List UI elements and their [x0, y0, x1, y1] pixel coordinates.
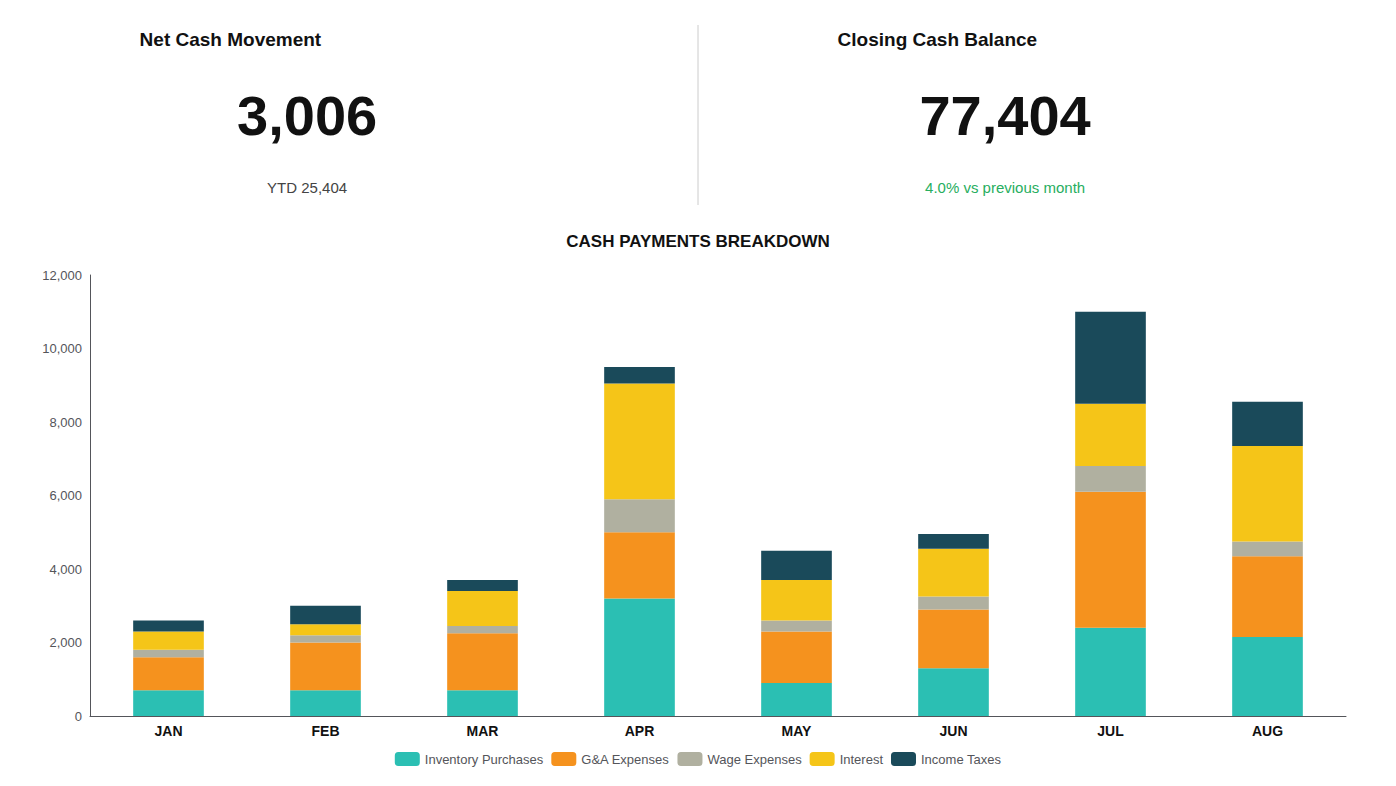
svg-text:YTD 25,404: YTD 25,404: [267, 179, 347, 196]
svg-text:G&A Expenses: G&A Expenses: [581, 752, 669, 767]
svg-text:Interest: Interest: [840, 752, 884, 767]
svg-text:4.0% vs previous month: 4.0% vs previous month: [925, 179, 1085, 196]
svg-text:Net Cash Movement: Net Cash Movement: [140, 29, 322, 50]
svg-text:3,006: 3,006: [237, 84, 377, 147]
svg-text:APR: APR: [625, 723, 655, 739]
svg-text:MAY: MAY: [782, 723, 812, 739]
svg-text:Closing Cash Balance: Closing Cash Balance: [838, 29, 1038, 50]
svg-text:JUN: JUN: [939, 723, 967, 739]
svg-text:JUL: JUL: [1097, 723, 1124, 739]
svg-text:CASH PAYMENTS BREAKDOWN: CASH PAYMENTS BREAKDOWN: [566, 232, 830, 251]
svg-text:MAR: MAR: [467, 723, 499, 739]
svg-text:Inventory Purchases: Inventory Purchases: [425, 752, 544, 767]
svg-text:8,000: 8,000: [49, 415, 82, 430]
svg-text:6,000: 6,000: [49, 488, 82, 503]
svg-text:12,000: 12,000: [42, 268, 82, 283]
svg-text:77,404: 77,404: [919, 84, 1090, 147]
svg-text:4,000: 4,000: [49, 562, 82, 577]
svg-text:AUG: AUG: [1252, 723, 1283, 739]
svg-text:JAN: JAN: [154, 723, 182, 739]
svg-text:Wage Expenses: Wage Expenses: [707, 752, 802, 767]
svg-text:FEB: FEB: [312, 723, 340, 739]
svg-text:0: 0: [75, 709, 82, 724]
svg-text:10,000: 10,000: [42, 341, 82, 356]
svg-text:Income Taxes: Income Taxes: [921, 752, 1001, 767]
svg-text:2,000: 2,000: [49, 635, 82, 650]
